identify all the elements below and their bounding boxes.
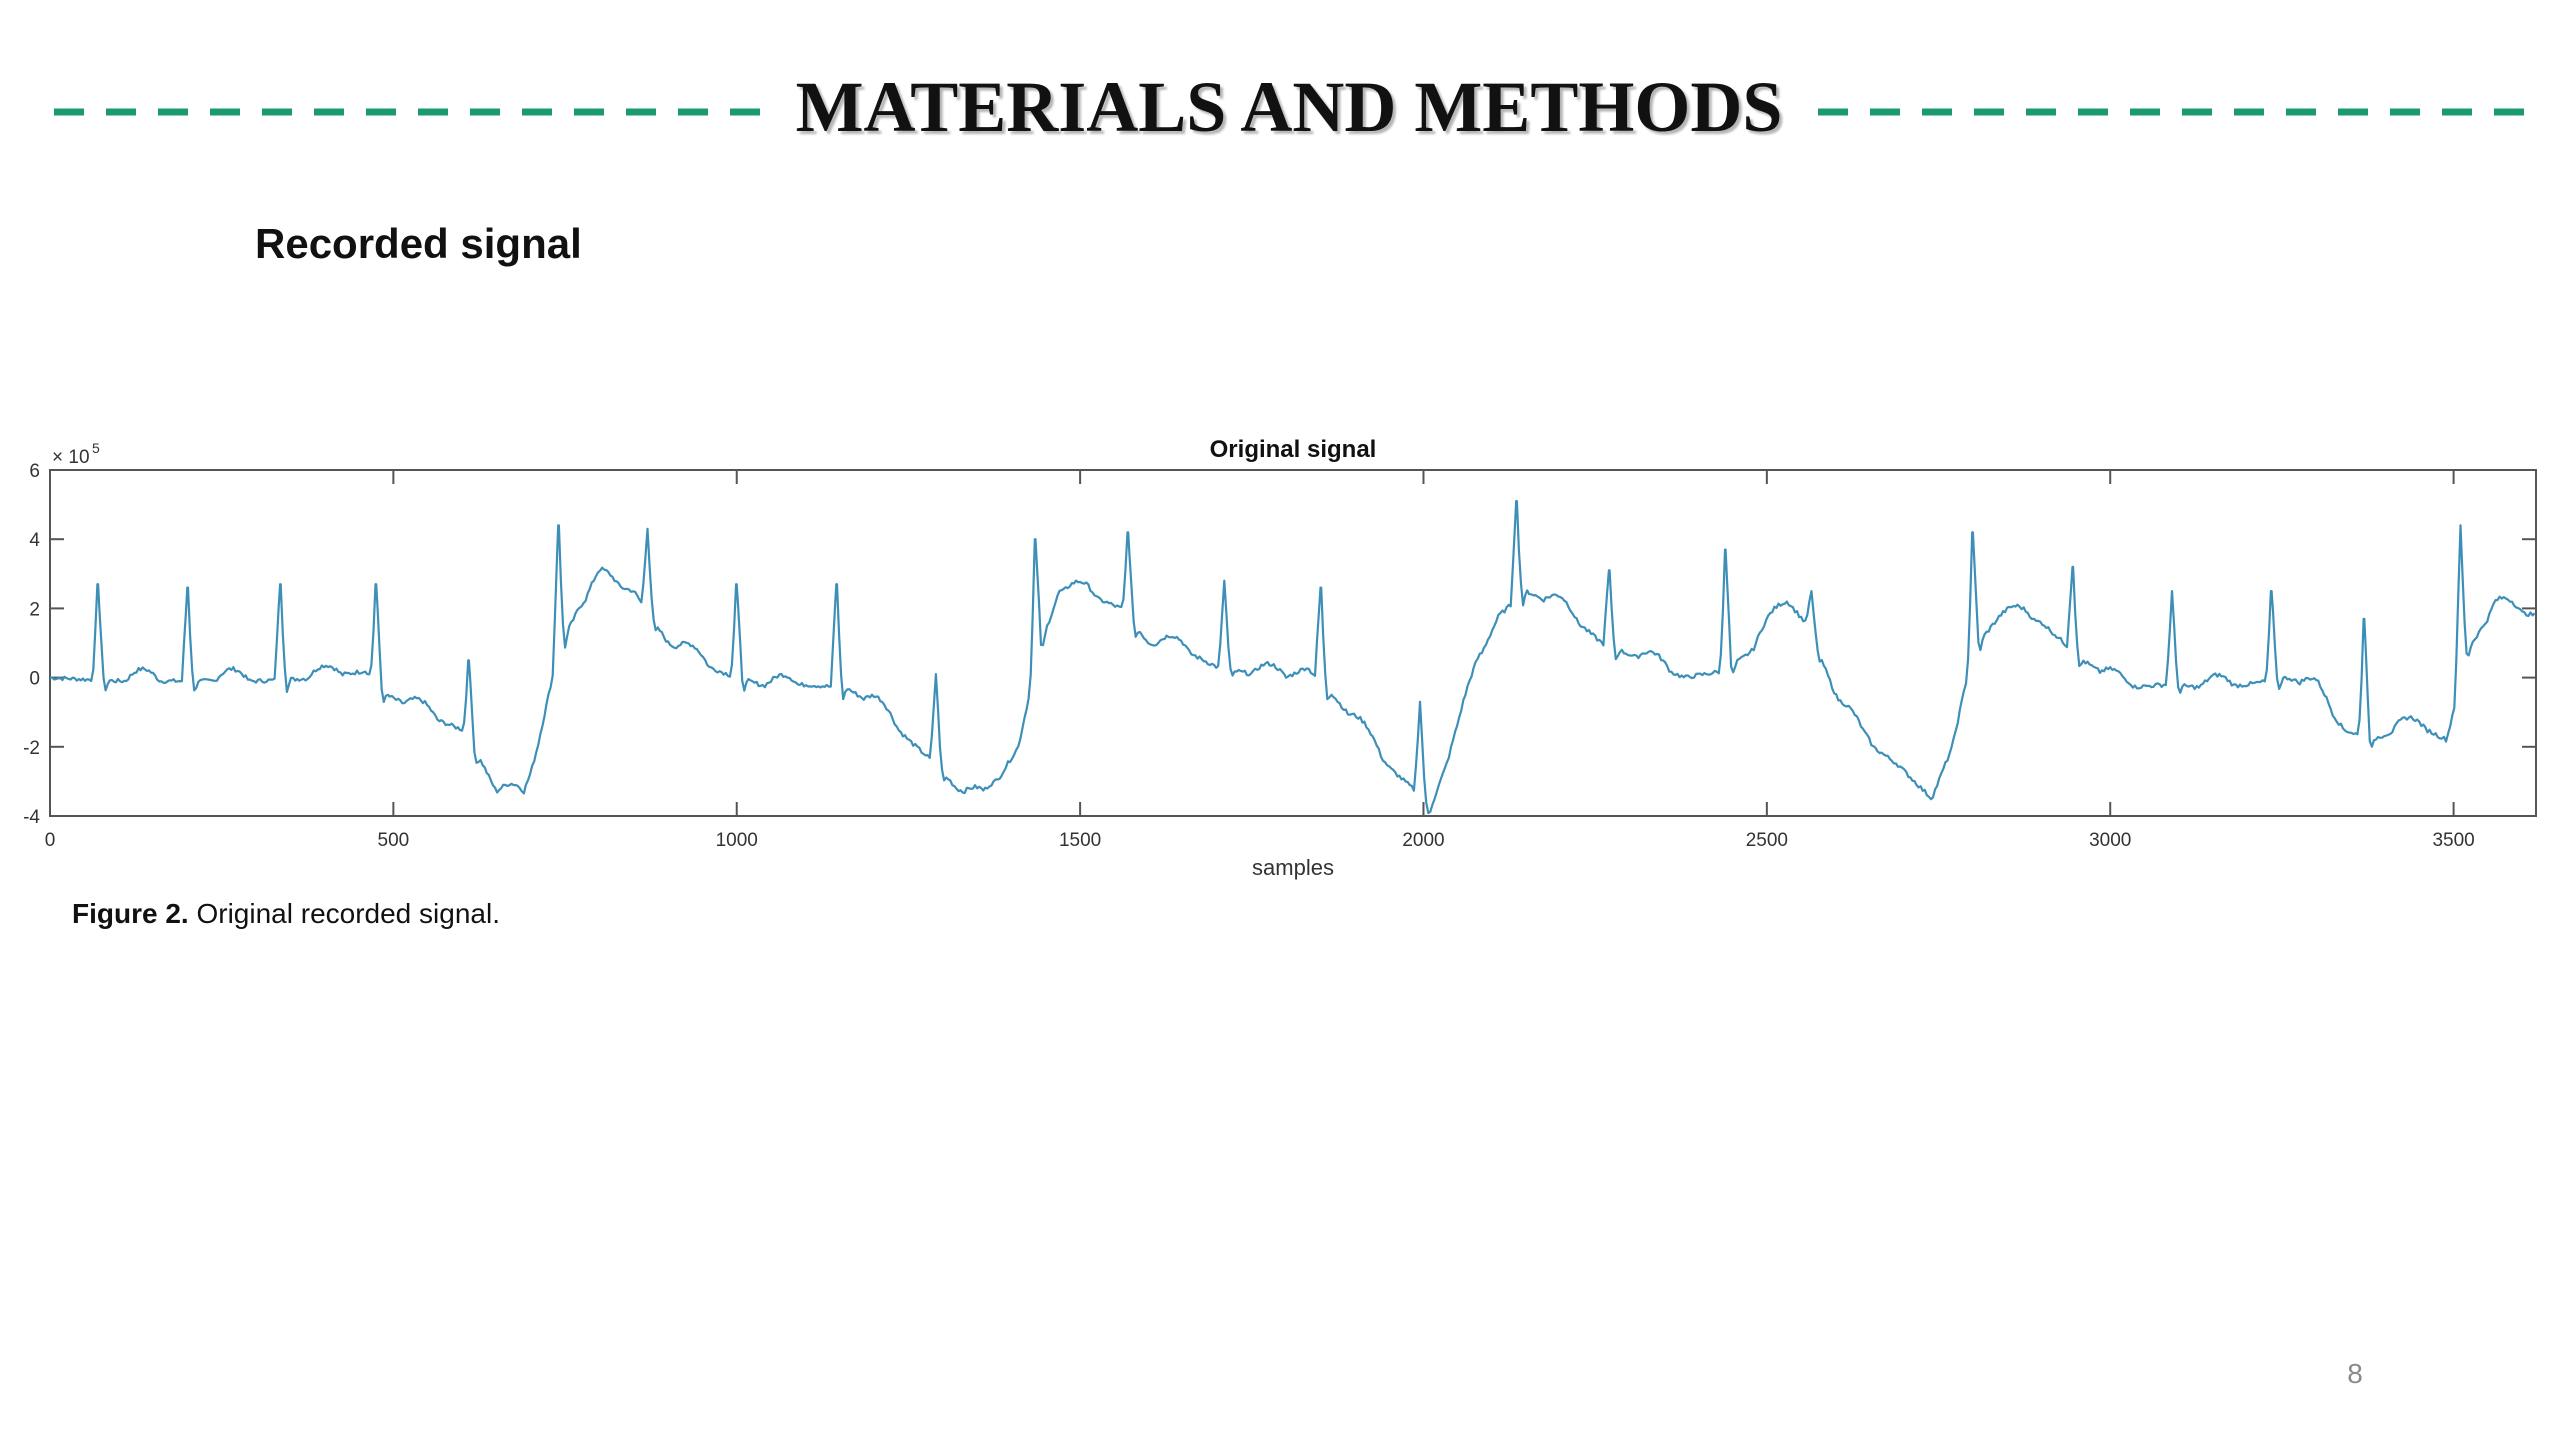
x-axis-label: samples [1252, 855, 1334, 880]
plot-area-frame [49, 469, 2537, 817]
caption-label: Figure 2. [72, 898, 189, 929]
series-line-original-signal [49, 500, 2536, 815]
x-tick-label: 1500 [1059, 830, 1101, 851]
x-tick-label: 2500 [1746, 830, 1788, 851]
chart-title: Original signal [1210, 436, 1377, 463]
y-tick-label: 6 [29, 461, 40, 482]
original-signal-chart: Original signal × 10 5 0 500 1000 1500 2000 2… [0, 425, 2560, 895]
x-tick-label: 500 [378, 830, 410, 851]
caption-text: Original recorded signal. [188, 898, 500, 929]
chart-svg: Original signal × 10 5 0 500 1000 1500 2000 2… [23, 436, 2537, 880]
x-tick-label: 3000 [2089, 830, 2131, 851]
y-tick-label: 4 [29, 530, 40, 551]
x-tick-label: 1000 [716, 830, 758, 851]
y-tick-label: -2 [23, 738, 40, 759]
title-dashed-rule-right [1818, 108, 2524, 116]
y-tick-label: 0 [29, 669, 40, 690]
slide-title-bar: MATERIALS AND METHODS [0, 60, 2560, 160]
page-number: 8 [2347, 1358, 2363, 1389]
page-title: MATERIALS AND METHODS [795, 67, 1783, 147]
x-tick-label: 0 [45, 830, 56, 851]
y-tick-label: 2 [29, 599, 40, 620]
x-tick-label: 2000 [1402, 830, 1444, 851]
section-heading: Recorded signal [255, 220, 582, 267]
title-dashed-rule-left [54, 108, 760, 116]
y-tick-label: -4 [23, 807, 40, 828]
y-multiplier-power: 5 [92, 440, 100, 456]
axis-ticks: 0 500 1000 1500 2000 2500 3000 3500 -4 -2 0 2 4 6 [23, 461, 2536, 851]
y-multiplier-base: × 10 [52, 447, 90, 468]
y-axis-multiplier: × 10 5 [52, 440, 100, 468]
x-tick-label: 3500 [2432, 830, 2474, 851]
figure-caption: Figure 2. Original recorded signal. [72, 898, 500, 930]
